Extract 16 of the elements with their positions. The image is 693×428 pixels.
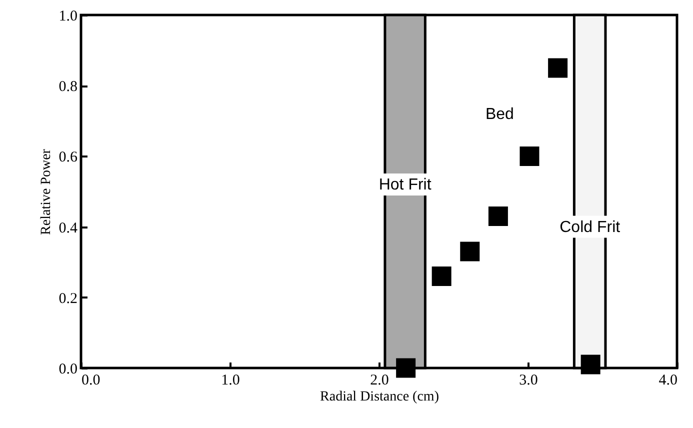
y-tick-label: 0.0 <box>58 362 78 378</box>
band-label: Hot Frit <box>378 176 432 194</box>
x-tick-label: 4.0 <box>658 372 678 388</box>
annotation: Bed <box>485 106 514 123</box>
x-tick-label: 2.0 <box>370 372 389 388</box>
y-tick-label: 0.6 <box>58 150 78 166</box>
y-tick-label: 0.8 <box>58 79 78 96</box>
y-tick-label: 0.2 <box>58 290 78 307</box>
x-tick-label: 1.0 <box>221 372 240 388</box>
y-tick-label: 1.0 <box>58 8 78 24</box>
x-axis-title: Radial Distance (cm) <box>320 390 440 404</box>
band-label: Cold Frit <box>560 218 621 236</box>
x-tick-label: 0.0 <box>82 372 100 388</box>
y-tick-label: 0.4 <box>58 220 78 236</box>
x-tick-label: 3.0 <box>519 372 538 388</box>
y-axis-title: Relative Power <box>38 148 54 235</box>
